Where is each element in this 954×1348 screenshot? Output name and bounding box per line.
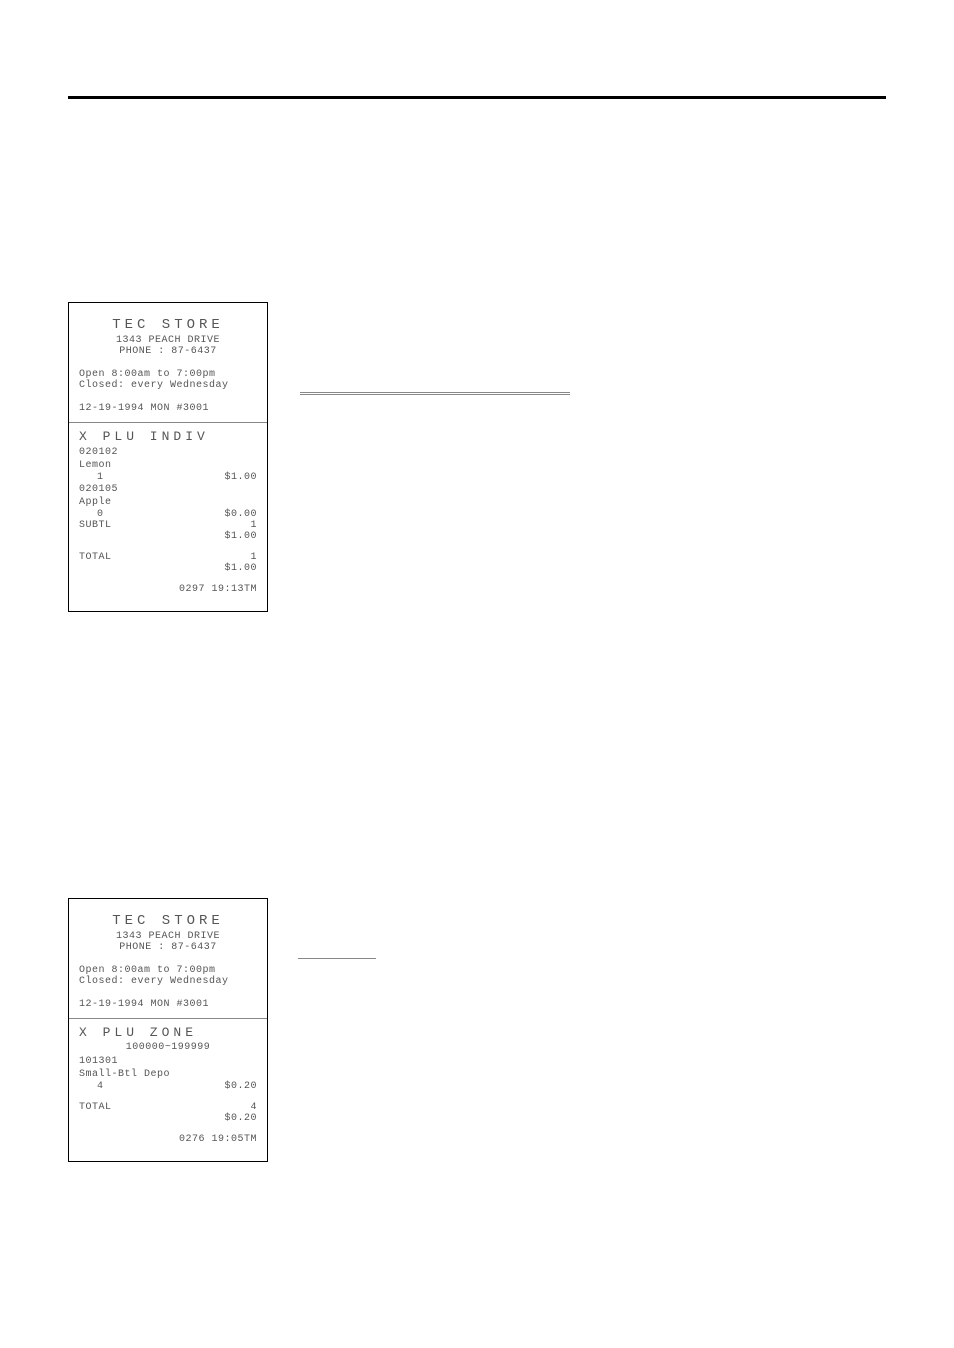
store-hours: Open 8:00am to 7:00pm Closed: every Wedn… <box>79 369 257 391</box>
hours-open: Open 8:00am to 7:00pm <box>79 965 257 976</box>
store-address: 1343 PEACH DRIVE <box>79 335 257 346</box>
item-row: 0 $0.00 <box>79 509 257 520</box>
receipt-footer: 0297 19:13TM <box>79 584 257 595</box>
item-amount: $0.00 <box>224 509 257 520</box>
total-amount-row: $1.00 <box>79 563 257 574</box>
store-name: TEC STORE <box>79 317 257 333</box>
receipt-footer: 0276 19:05TM <box>79 1134 257 1145</box>
store-phone: PHONE : 87-6437 <box>79 942 257 953</box>
item-row: 1 $1.00 <box>79 472 257 483</box>
total-qty: 4 <box>250 1102 257 1113</box>
store-address: 1343 PEACH DRIVE <box>79 931 257 942</box>
date-line: 12-19-1994 MON #3001 <box>79 403 257 414</box>
total-row: TOTAL 4 <box>79 1102 257 1113</box>
hours-closed: Closed: every Wednesday <box>79 976 257 987</box>
item-code: 020102 <box>79 446 257 459</box>
item-amount: $1.00 <box>224 472 257 483</box>
report-title: X PLU ZONE <box>79 1025 257 1040</box>
subtotal-amount-row: $1.00 <box>79 531 257 542</box>
item-qty: 4 <box>79 1081 104 1092</box>
item-name: Small-Btl Depo <box>79 1068 257 1081</box>
hours-closed: Closed: every Wednesday <box>79 380 257 391</box>
store-name: TEC STORE <box>79 913 257 929</box>
date-line: 12-19-1994 MON #3001 <box>79 999 257 1010</box>
divider <box>69 422 267 423</box>
total-amount: $1.00 <box>224 563 257 574</box>
divider <box>69 1018 267 1019</box>
subtotal-amount: $1.00 <box>224 531 257 542</box>
item-qty: 0 <box>79 509 104 520</box>
subtotal-label: SUBTL <box>79 520 112 531</box>
item-code: 101301 <box>79 1055 257 1068</box>
store-phone: PHONE : 87-6437 <box>79 346 257 357</box>
side-rule <box>300 394 570 395</box>
total-label: TOTAL <box>79 1102 112 1113</box>
store-hours: Open 8:00am to 7:00pm Closed: every Wedn… <box>79 965 257 987</box>
report-title: X PLU INDIV <box>79 429 257 444</box>
total-label: TOTAL <box>79 552 112 563</box>
subtotal-row: SUBTL 1 <box>79 520 257 531</box>
side-rule <box>300 392 570 393</box>
side-rule <box>298 958 376 959</box>
plu-range: 100000~199999 <box>79 1042 257 1053</box>
subtotal-qty: 1 <box>250 520 257 531</box>
item-qty: 1 <box>79 472 104 483</box>
item-code: 020105 <box>79 483 257 496</box>
receipt-zone: TEC STORE 1343 PEACH DRIVE PHONE : 87-64… <box>68 898 268 1162</box>
page-top-rule <box>68 96 886 99</box>
total-row: TOTAL 1 <box>79 552 257 563</box>
item-name: Apple <box>79 496 257 509</box>
item-name: Lemon <box>79 459 257 472</box>
item-row: 4 $0.20 <box>79 1081 257 1092</box>
item-amount: $0.20 <box>224 1081 257 1092</box>
receipt-indiv: TEC STORE 1343 PEACH DRIVE PHONE : 87-64… <box>68 302 268 612</box>
total-amount: $0.20 <box>224 1113 257 1124</box>
total-qty: 1 <box>250 552 257 563</box>
hours-open: Open 8:00am to 7:00pm <box>79 369 257 380</box>
total-amount-row: $0.20 <box>79 1113 257 1124</box>
